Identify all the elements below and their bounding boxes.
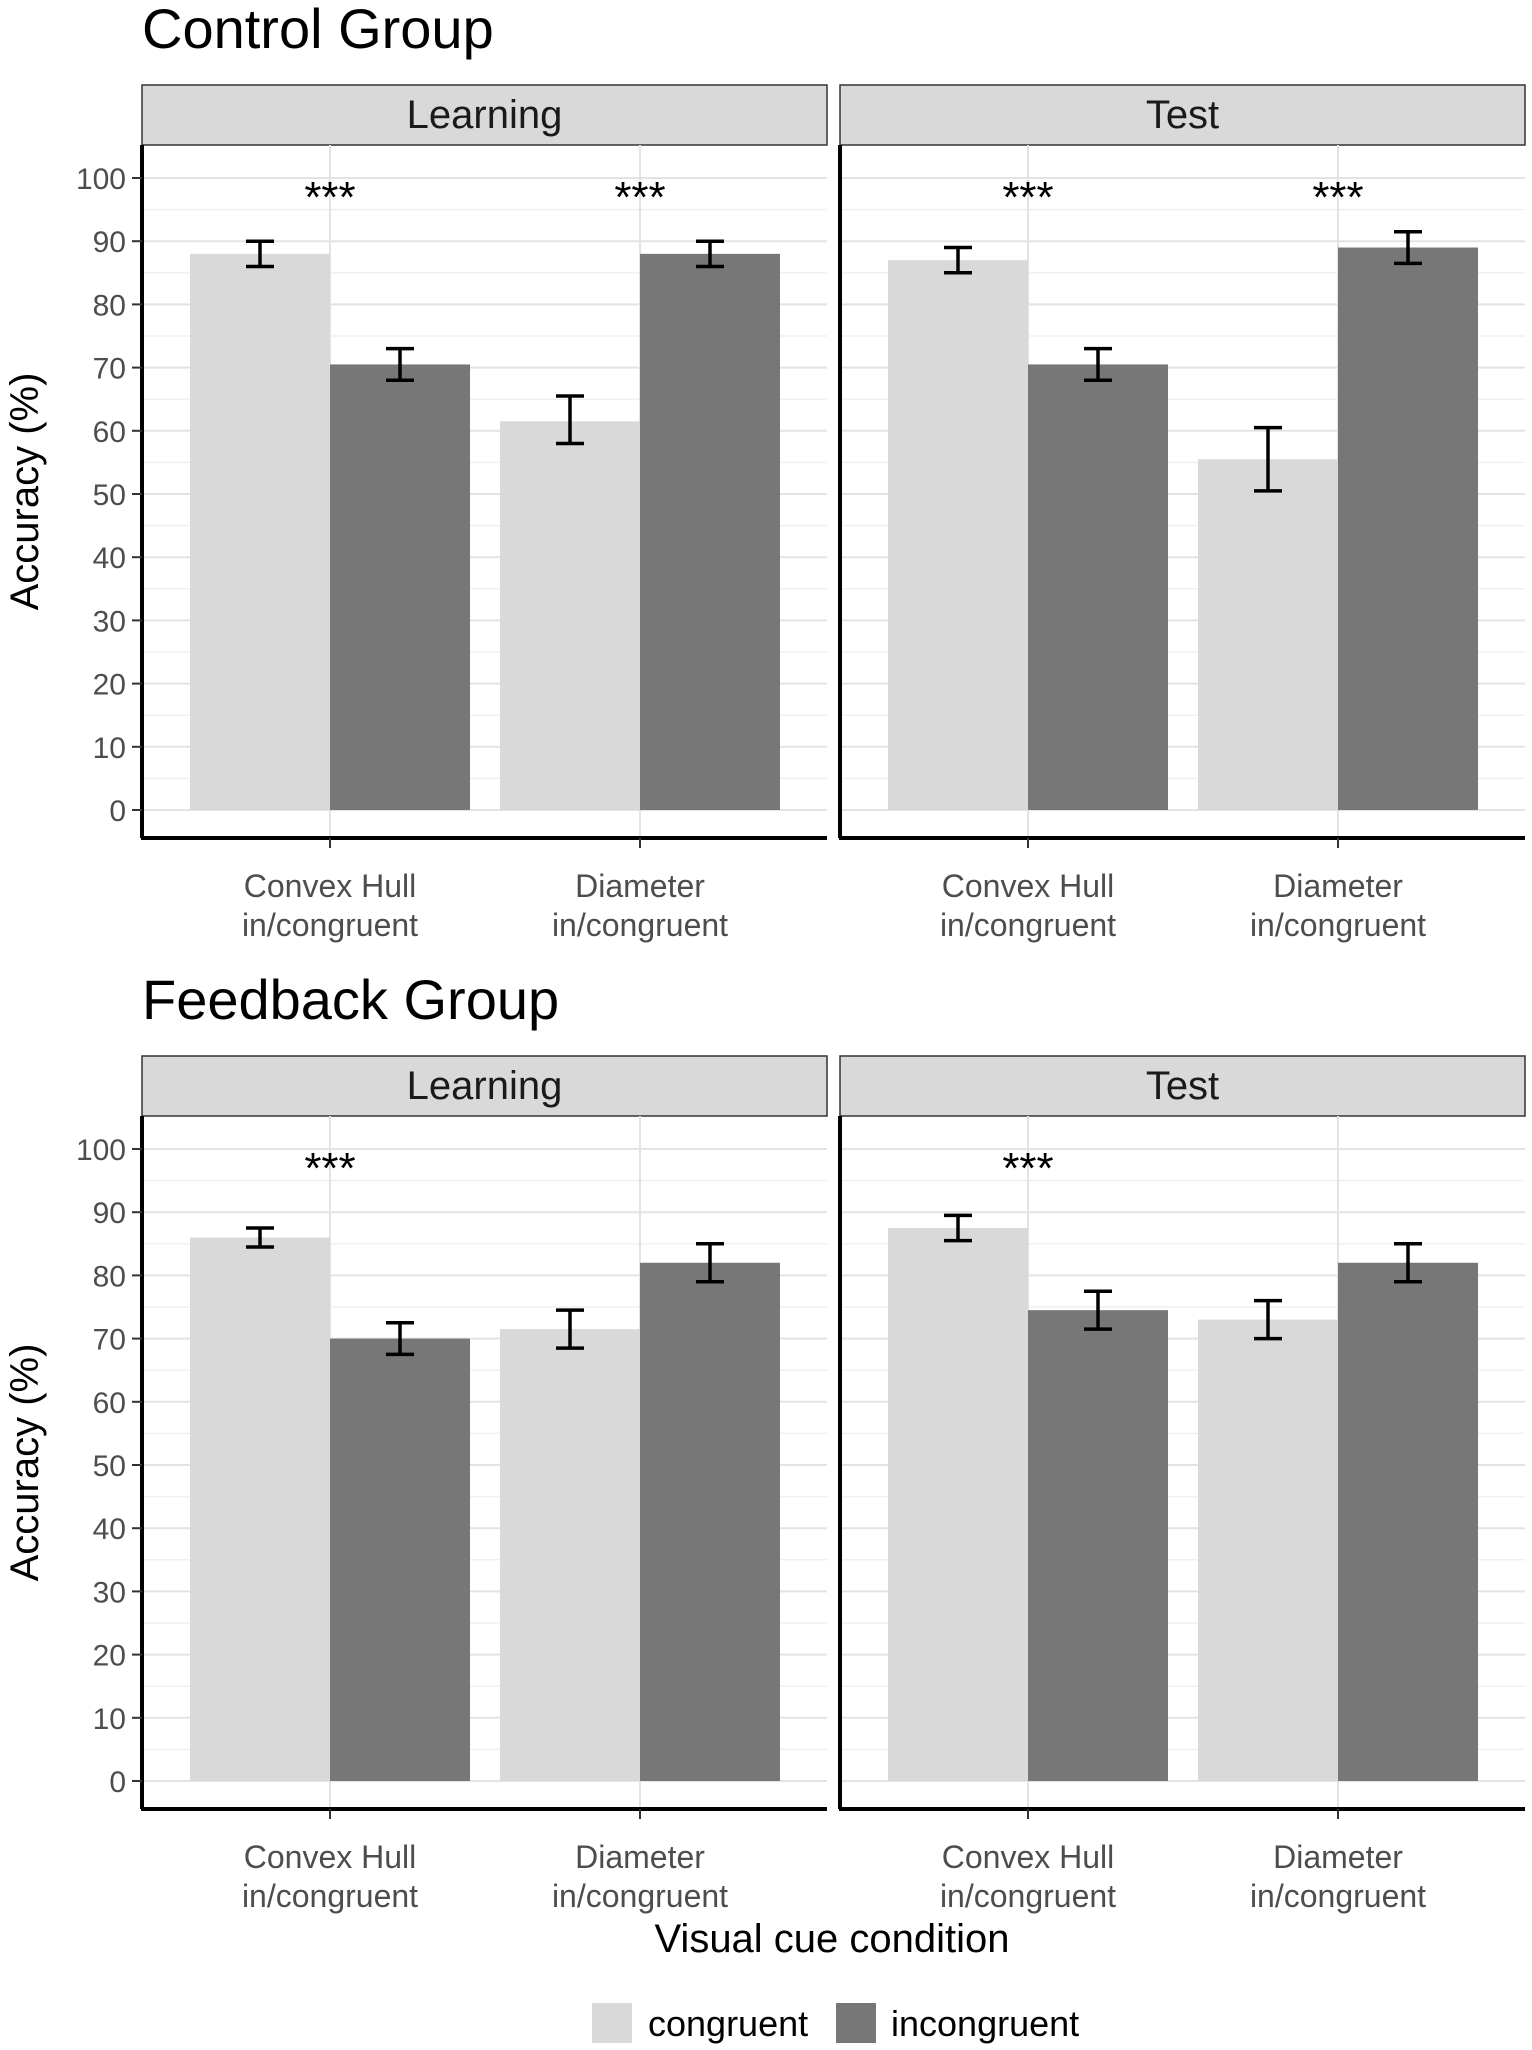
y-tick-label: 90 — [93, 1197, 126, 1230]
error-bar — [386, 1321, 414, 1357]
bar-incongruent — [330, 1338, 470, 1781]
x-tick-label: Convex Hull — [244, 1839, 417, 1875]
y-tick-label: 0 — [109, 795, 126, 828]
x-tick-label: Diameter — [1273, 868, 1403, 904]
significance-marker: *** — [614, 173, 665, 222]
significance-marker: *** — [1312, 173, 1363, 222]
x-tick-label: in/congruent — [1250, 907, 1426, 943]
x-tick-label: Diameter — [575, 868, 705, 904]
legend-swatch-incongruent — [836, 2003, 876, 2043]
x-tick-label: Convex Hull — [942, 868, 1115, 904]
error-bar — [246, 1226, 274, 1249]
significance-marker: *** — [304, 173, 355, 222]
legend-swatch-congruent — [592, 2003, 632, 2043]
x-tick-label: in/congruent — [552, 1878, 728, 1914]
bar-incongruent — [640, 253, 780, 811]
facet-strip-label: Learning — [407, 93, 563, 137]
y-tick-label: 60 — [93, 1387, 126, 1420]
x-tick-label: Diameter — [1273, 1839, 1403, 1875]
error-bar — [1084, 1289, 1112, 1331]
error-bar — [696, 239, 724, 269]
facet-strip-label: Learning — [407, 1064, 563, 1108]
bar-congruent — [888, 1228, 1028, 1781]
y-tick-label: 0 — [109, 1766, 126, 1799]
error-bar — [1394, 229, 1422, 266]
y-tick-label: 50 — [93, 1450, 126, 1483]
y-tick-label: 70 — [93, 353, 126, 386]
y-tick-label: 50 — [93, 479, 126, 512]
x-tick-label: in/congruent — [242, 907, 418, 943]
x-tick-label: in/congruent — [552, 907, 728, 943]
bar-congruent — [500, 421, 640, 810]
y-tick-label: 30 — [93, 1576, 126, 1609]
facet-strip — [839, 1055, 1526, 1117]
bar-incongruent — [1338, 1262, 1478, 1781]
legend: congruent incongruent — [592, 2003, 1079, 2044]
x-tick-label: in/congruent — [242, 1878, 418, 1914]
x-axis-title: Visual cue condition — [654, 1917, 1009, 1961]
y-tick-label: 100 — [76, 1134, 126, 1167]
bar-congruent — [190, 253, 330, 811]
y-tick-label: 40 — [93, 1513, 126, 1546]
significance-marker: *** — [304, 1144, 355, 1193]
significance-marker: *** — [1002, 173, 1053, 222]
error-bar — [696, 1242, 724, 1284]
bar-congruent — [500, 1329, 640, 1781]
x-tick-label: Convex Hull — [244, 868, 417, 904]
facet-strip-label: Test — [1146, 93, 1219, 137]
group-title: Control Group — [142, 0, 494, 60]
error-bar — [944, 245, 972, 275]
error-bar — [556, 1308, 584, 1350]
bar-incongruent — [330, 364, 470, 810]
y-axis-title: Accuracy (%) — [3, 1344, 47, 1582]
y-axis-title: Accuracy (%) — [3, 373, 47, 611]
facet-strip — [141, 1055, 828, 1117]
y-tick-label: 40 — [93, 542, 126, 575]
bar-incongruent — [1028, 1310, 1168, 1781]
x-tick-label: Diameter — [575, 1839, 705, 1875]
error-bar — [944, 1213, 972, 1243]
bar-incongruent — [640, 1262, 780, 1781]
significance-marker: *** — [1002, 1144, 1053, 1193]
y-tick-label: 60 — [93, 416, 126, 449]
y-tick-label: 100 — [76, 163, 126, 196]
bar-congruent — [1198, 1319, 1338, 1781]
error-bar — [1254, 425, 1282, 493]
error-bar — [386, 346, 414, 382]
error-bar — [556, 394, 584, 446]
y-tick-label: 20 — [93, 669, 126, 702]
y-tick-label: 10 — [93, 732, 126, 765]
bar-incongruent — [1338, 247, 1478, 810]
legend-label-incongruent: incongruent — [891, 2003, 1079, 2044]
bar-congruent — [1198, 459, 1338, 810]
x-tick-label: in/congruent — [1250, 1878, 1426, 1914]
group-title: Feedback Group — [142, 968, 559, 1031]
y-tick-label: 20 — [93, 1640, 126, 1673]
y-tick-label: 10 — [93, 1703, 126, 1736]
facet-strip — [839, 84, 1526, 146]
error-bar — [1254, 1298, 1282, 1341]
x-tick-label: Convex Hull — [942, 1839, 1115, 1875]
error-bar — [1084, 346, 1112, 382]
x-tick-label: in/congruent — [940, 907, 1116, 943]
y-tick-label: 70 — [93, 1324, 126, 1357]
error-bar — [246, 239, 274, 269]
error-bar — [1394, 1242, 1422, 1284]
bar-congruent — [190, 1237, 330, 1781]
facet-strip-label: Test — [1146, 1064, 1219, 1108]
plots-layer: Learning*** ***Convex Hullin/congruentDia… — [3, 84, 1526, 1914]
y-tick-label: 80 — [93, 1260, 126, 1293]
facet-strip — [141, 84, 828, 146]
bar-congruent — [888, 260, 1028, 810]
y-tick-label: 90 — [93, 226, 126, 259]
bar-incongruent — [1028, 364, 1168, 810]
legend-label-congruent: congruent — [648, 2003, 808, 2044]
x-tick-label: in/congruent — [940, 1878, 1116, 1914]
y-tick-label: 80 — [93, 289, 126, 322]
y-tick-label: 30 — [93, 605, 126, 638]
